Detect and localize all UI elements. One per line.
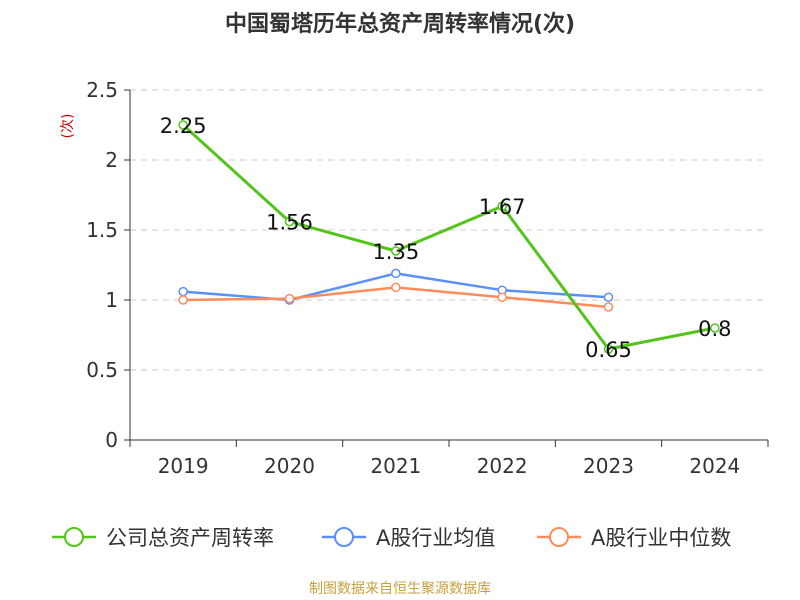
x-tick-label: 2021 (370, 454, 421, 478)
data-point (284, 216, 295, 227)
legend-label: A股行业中位数 (591, 526, 731, 550)
data-label: 1.67 (479, 195, 526, 219)
data-point (603, 292, 614, 302)
legend-label: A股行业均值 (376, 526, 495, 550)
data-point (178, 120, 188, 130)
data-point (284, 293, 295, 304)
data-labels: 2.25 1.56 1.35 1.67 0.65 0.8 (160, 114, 732, 362)
data-label: 0.65 (585, 338, 632, 362)
data-point (391, 246, 401, 256)
legend-swatch-marker (549, 527, 569, 547)
data-point (603, 302, 614, 312)
y-tick-label: 2.5 (86, 78, 118, 102)
series-line (182, 123, 716, 351)
data-label: 1.35 (372, 240, 419, 264)
axes: 0 0.5 1 1.5 2 2.5 (次) 2019 2020 2021 2022 2023 2024 (60, 78, 769, 478)
x-tick-label: 2024 (689, 454, 740, 478)
x-tick-label: 2022 (477, 454, 528, 478)
chart-title: 中国蜀塔历年总资产周转率情况(次) (224, 12, 576, 37)
data-point (497, 292, 507, 302)
x-tick-label: 2019 (158, 454, 209, 478)
x-tick-label: 2020 (264, 454, 315, 478)
y-tick-label: 0 (105, 428, 118, 452)
y-tick-label: 1 (105, 288, 118, 312)
data-label: 1.56 (266, 211, 313, 235)
source-note: 制图数据来自恒生聚源数据库 (309, 581, 491, 597)
y-tick-label: 0.5 (86, 358, 118, 382)
data-label: 2.25 (160, 114, 207, 138)
x-tick-label: 2023 (583, 454, 634, 478)
data-point (391, 282, 401, 293)
data-point (603, 344, 614, 354)
data-point (497, 201, 507, 211)
legend-swatch-marker (64, 527, 84, 547)
data-point (391, 268, 401, 279)
data-label: 0.8 (698, 317, 731, 341)
series-lines (178, 120, 720, 354)
y-axis-label: (次) (60, 114, 76, 139)
data-point (178, 286, 188, 297)
y-tick-label: 1.5 (86, 218, 118, 242)
y-tick-label: 2 (105, 148, 118, 172)
data-point (178, 295, 188, 305)
legend-swatch-marker (334, 527, 354, 547)
data-point (710, 323, 720, 333)
legend-label: 公司总资产周转率 (106, 526, 274, 550)
legend: 公司总资产周转率 A股行业均值 A股行业中位数 (52, 526, 731, 550)
